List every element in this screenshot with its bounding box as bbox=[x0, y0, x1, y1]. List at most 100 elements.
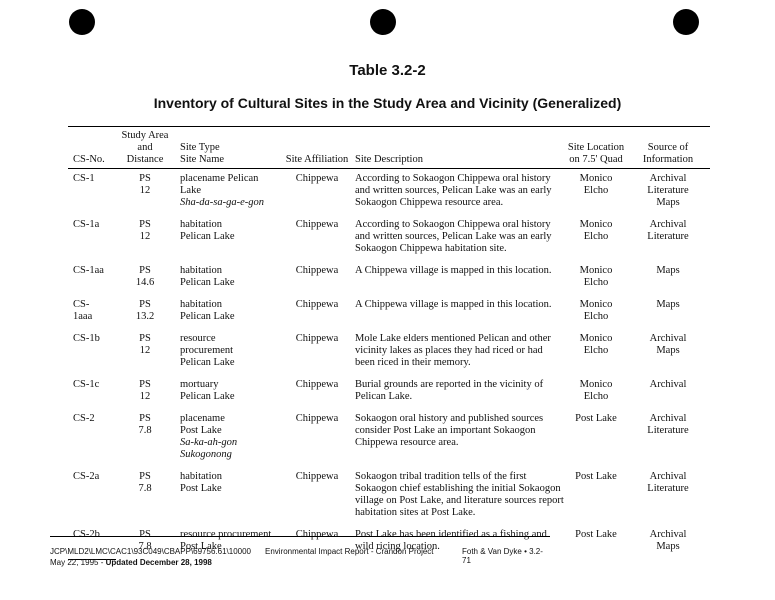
text-line: habitation bbox=[180, 299, 222, 310]
text-line: and written sources, Pelican Lake was an… bbox=[355, 231, 552, 242]
text-line: Chippewa bbox=[295, 471, 339, 482]
header-cell: Site Location on 7.5' Quad bbox=[566, 126, 626, 169]
text-line: Literature bbox=[647, 231, 689, 242]
header-cell: Site Description bbox=[352, 126, 566, 169]
text-line: procurement bbox=[180, 345, 234, 356]
cell: Post Lake bbox=[566, 467, 626, 525]
cell: Chippewa bbox=[282, 375, 352, 409]
text-line: wild ricing location. bbox=[355, 541, 440, 552]
text-line: Lake bbox=[180, 185, 201, 196]
cell: habitation Pelican Lake bbox=[174, 215, 282, 261]
text-line: 12 bbox=[139, 185, 151, 196]
text-line: habitation bbox=[180, 265, 222, 276]
text-line: Study Area bbox=[121, 130, 169, 141]
punch-hole bbox=[673, 9, 699, 35]
text-line: Sha-da-sa-ga-e-gon bbox=[180, 197, 264, 208]
table-row: CS-1a PS 12 habitation Pelican Lake Chippewa A… bbox=[68, 215, 710, 261]
text-line: PS bbox=[139, 379, 151, 390]
text-line: Archival bbox=[649, 333, 687, 344]
text-line: placename bbox=[180, 413, 225, 424]
text-line: Distance bbox=[126, 154, 164, 165]
table-row: CS- 1aaa PS 13.2 habitation Pelican Lake Chipp… bbox=[68, 295, 710, 329]
text-line: vicinity lakes as places they had riced … bbox=[355, 345, 543, 356]
text-line: Site Name bbox=[180, 154, 225, 165]
text-line: Maps bbox=[656, 265, 680, 276]
text-line: Maps bbox=[656, 197, 680, 208]
cell: CS-1a bbox=[68, 215, 116, 261]
cell: CS-2b bbox=[68, 525, 116, 560]
text-line: habitation bbox=[180, 471, 222, 482]
cell: PS 12 bbox=[116, 375, 174, 409]
cell: resource procurement Pelican Lake bbox=[174, 329, 282, 375]
text-line: According to Sokaogon Chippewa oral hist… bbox=[355, 173, 551, 184]
text-line: Pelican Lake bbox=[180, 277, 235, 288]
cell: Chippewa bbox=[282, 525, 352, 559]
text-line: habitation bbox=[180, 219, 222, 230]
text-line: 1aaa bbox=[73, 311, 93, 322]
cell: CS-1aa bbox=[68, 261, 116, 295]
footer: JCP\MLD2\LMC\CAC1\93C049\CBAPP\69756.61\… bbox=[50, 536, 550, 567]
cell: PS 7.8 bbox=[116, 409, 174, 467]
cell: Sokaogon oral history and published sour… bbox=[352, 409, 566, 467]
cell: PS 12 bbox=[116, 329, 174, 375]
text-line: Site Type bbox=[180, 142, 220, 153]
cell: Chippewa bbox=[282, 467, 352, 525]
text-line: Elcho bbox=[583, 391, 609, 402]
text-line: Monico bbox=[579, 219, 613, 230]
text-line: Maps bbox=[656, 299, 680, 310]
text-line: Post Lake bbox=[180, 483, 222, 494]
cell: PS 12 bbox=[116, 215, 174, 261]
cell: PS 14.6 bbox=[116, 261, 174, 295]
cell: CS-2a bbox=[68, 467, 116, 525]
cell: CS- 1aaa bbox=[68, 295, 116, 329]
text-line: Archival bbox=[649, 471, 687, 482]
text-line: CS-2 bbox=[73, 413, 95, 424]
cell: Monico Elcho bbox=[566, 295, 626, 329]
text-line: Elcho bbox=[583, 345, 609, 356]
text-line: CS-1c bbox=[73, 379, 100, 390]
cell: Chippewa bbox=[282, 169, 352, 216]
text-line: 7.8 bbox=[138, 541, 152, 552]
cell: According to Sokaogon Chippewa oral hist… bbox=[352, 215, 566, 261]
text-line: Post Lake bbox=[180, 541, 222, 552]
text-line: Sa-ka-ah-gon bbox=[180, 437, 238, 448]
text-line: and bbox=[137, 142, 153, 153]
header-cell: CS-No. bbox=[68, 126, 116, 169]
text-line: mortuary bbox=[180, 379, 219, 390]
cell: Monico Elcho bbox=[566, 261, 626, 295]
cell: habitation Pelican Lake bbox=[174, 295, 282, 329]
cell: Archival bbox=[626, 375, 710, 409]
text-line: Mole Lake elders mentioned Pelican and o… bbox=[355, 333, 551, 344]
text-line: Sokaogon Chippewa habitation site. bbox=[355, 243, 507, 254]
text-line: consider Post Lake an important Sokaogon bbox=[355, 425, 536, 436]
cell: Sokaogon tribal tradition tells of the f… bbox=[352, 467, 566, 525]
text-line: Sokaogon chief establishing the initial … bbox=[355, 483, 561, 494]
date-line: May 22, 1995 - Updated December 28, 1998 bbox=[50, 558, 212, 567]
cell: resource procurement Post Lake bbox=[174, 525, 282, 559]
text-line: PS bbox=[139, 219, 151, 230]
cell: Chippewa bbox=[282, 215, 352, 261]
cell: mortuary Pelican Lake bbox=[174, 375, 282, 409]
text-line: Post Lake has been identified as a fishi… bbox=[355, 529, 547, 540]
cell: CS-1 bbox=[68, 169, 116, 216]
punch-hole bbox=[370, 9, 396, 35]
header-cell: Source of Information bbox=[626, 126, 710, 169]
table-body: CS-1 PS 12 placename Pelican Lake Sha-da-sa-g… bbox=[68, 169, 710, 560]
table-row: CS-2 PS 7.8 placename Post Lake Sa-ka-ah-gon S… bbox=[68, 409, 710, 467]
text-line: Archival bbox=[649, 529, 687, 540]
cell: Post Lake bbox=[566, 525, 626, 559]
text-line: Literature bbox=[647, 483, 689, 494]
header-cell: Site Affiliation bbox=[282, 126, 352, 169]
text-line: Monico bbox=[579, 333, 613, 344]
text-line: Sokaogon oral history and published sour… bbox=[355, 413, 544, 424]
date: May 22, 1995 - bbox=[50, 558, 106, 567]
cell: Post Lake bbox=[566, 409, 626, 467]
table: CS-No. Study Area and Distance Site Type Site… bbox=[68, 126, 710, 560]
text-line: PS bbox=[139, 265, 151, 276]
cell: Maps bbox=[626, 261, 710, 295]
text-line: Archival bbox=[649, 219, 687, 230]
subtitle: Inventory of Cultural Sites in the Study… bbox=[153, 95, 622, 111]
text-line: Archival bbox=[649, 413, 687, 424]
cell: PS 13.2 bbox=[116, 295, 174, 329]
